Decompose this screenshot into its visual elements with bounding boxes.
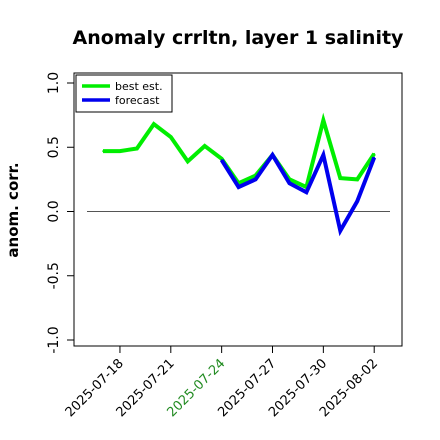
- series-line-best-est-: [103, 112, 376, 190]
- y-tick-label: -1.0: [46, 326, 62, 353]
- data-point: [373, 156, 376, 159]
- y-tick-label: 0.0: [46, 200, 62, 222]
- data-point: [339, 177, 342, 179]
- y-tick-label: 0.5: [46, 136, 62, 158]
- y-axis-label: anom. corr.: [4, 162, 22, 257]
- legend: best est. forecast: [75, 74, 173, 113]
- data-point: [102, 150, 104, 152]
- data-point: [339, 229, 342, 232]
- data-point: [356, 178, 359, 181]
- legend-label-best-est: best est.: [115, 80, 163, 93]
- chart-title: Anomaly crrltn, layer 1 salinity: [73, 27, 404, 49]
- y-tick-label: 1.0: [46, 72, 62, 94]
- y-axis: -1.0 -0.5 0.0 0.5 1.0: [46, 72, 75, 354]
- data-point: [322, 154, 325, 156]
- data-point: [170, 136, 172, 138]
- data-point: [288, 182, 291, 185]
- x-axis: 2025-07-182025-07-212025-07-242025-07-27…: [63, 345, 381, 420]
- data-point: [153, 123, 155, 125]
- data-point: [356, 200, 359, 203]
- data-point: [254, 178, 257, 181]
- data-point: [186, 160, 189, 163]
- data-point: [322, 119, 325, 122]
- data-point: [119, 150, 121, 152]
- data-point: [203, 145, 206, 147]
- series-line-forecast: [219, 148, 377, 237]
- data-point: [220, 158, 223, 160]
- data-point: [305, 191, 308, 194]
- data-point: [271, 154, 274, 156]
- data-point: [220, 159, 223, 161]
- data-point: [136, 147, 138, 150]
- legend-label-forecast: forecast: [115, 94, 160, 107]
- data-point: [237, 186, 240, 188]
- legend-box: [75, 74, 173, 113]
- y-tick-label: -0.5: [46, 262, 62, 289]
- series-layer: [102, 112, 377, 237]
- data-point: [373, 152, 376, 155]
